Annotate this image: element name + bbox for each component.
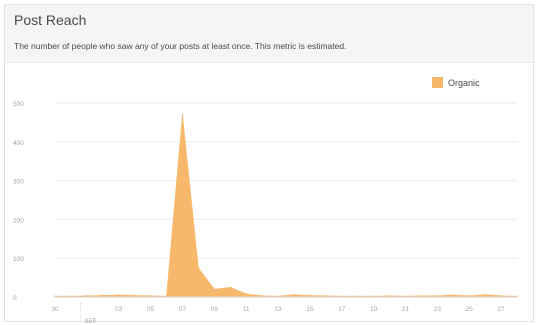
card-header: Post Reach The number of people who saw … [5, 5, 533, 63]
data-point [452, 294, 455, 296]
y-tick-label: 200 [13, 217, 24, 224]
data-point [325, 295, 327, 297]
data-point [213, 288, 216, 291]
card-subtitle: The number of people who saw any of your… [14, 41, 347, 51]
data-point [484, 293, 486, 296]
x-tick-label: 11 [243, 306, 250, 313]
chart-legend[interactable]: Organic [432, 77, 480, 88]
data-point [86, 295, 88, 297]
data-point [309, 294, 311, 297]
month-label: SEP [84, 319, 96, 323]
data-point [388, 295, 391, 297]
data-point [181, 113, 184, 116]
x-tick-label: 19 [370, 306, 378, 313]
data-point [293, 293, 295, 296]
x-tick-label: 30 [51, 306, 59, 313]
data-point [197, 267, 200, 269]
x-tick-label: 21 [402, 306, 410, 313]
x-tick-label: 09 [211, 306, 219, 313]
y-tick-label: 500 [13, 101, 24, 108]
x-tick-label: 17 [338, 306, 346, 313]
y-tick-label: 0 [13, 295, 17, 302]
grid-lines [55, 102, 517, 298]
legend-label-organic: Organic [448, 77, 480, 88]
data-point [468, 295, 471, 297]
axis-layer: 0 100 200 300 400 500 30 03 05 07 09 11 13 15 17 19 21 23… [13, 101, 517, 323]
data-point [261, 295, 263, 297]
x-tick-label: 23 [434, 306, 442, 313]
post-reach-chart: 0 100 200 300 400 500 30 03 05 07 09 11 13 15 17 19 21 23… [13, 101, 518, 323]
y-tick-label: 300 [13, 179, 24, 186]
data-point [436, 295, 439, 297]
x-tick-label: 25 [466, 306, 474, 313]
x-tick-label: 27 [497, 306, 505, 313]
data-point [133, 294, 136, 297]
y-tick-label: 400 [13, 140, 24, 147]
y-tick-label: 100 [13, 256, 24, 263]
x-tick-label: 03 [115, 306, 123, 313]
card-title: Post Reach [14, 12, 87, 28]
x-tick-label: 07 [179, 306, 187, 313]
data-point [420, 295, 423, 297]
data-point [117, 294, 120, 296]
x-tick-label: 13 [274, 306, 282, 313]
data-point [229, 286, 232, 289]
legend-swatch-organic [432, 77, 443, 88]
data-point [500, 295, 502, 297]
data-point [149, 295, 152, 297]
data-point [245, 293, 247, 295]
x-tick-label: 05 [147, 306, 155, 313]
post-reach-card: Post Reach The number of people who saw … [4, 4, 534, 323]
data-point [101, 294, 104, 297]
x-tick-label: 15 [306, 306, 314, 313]
